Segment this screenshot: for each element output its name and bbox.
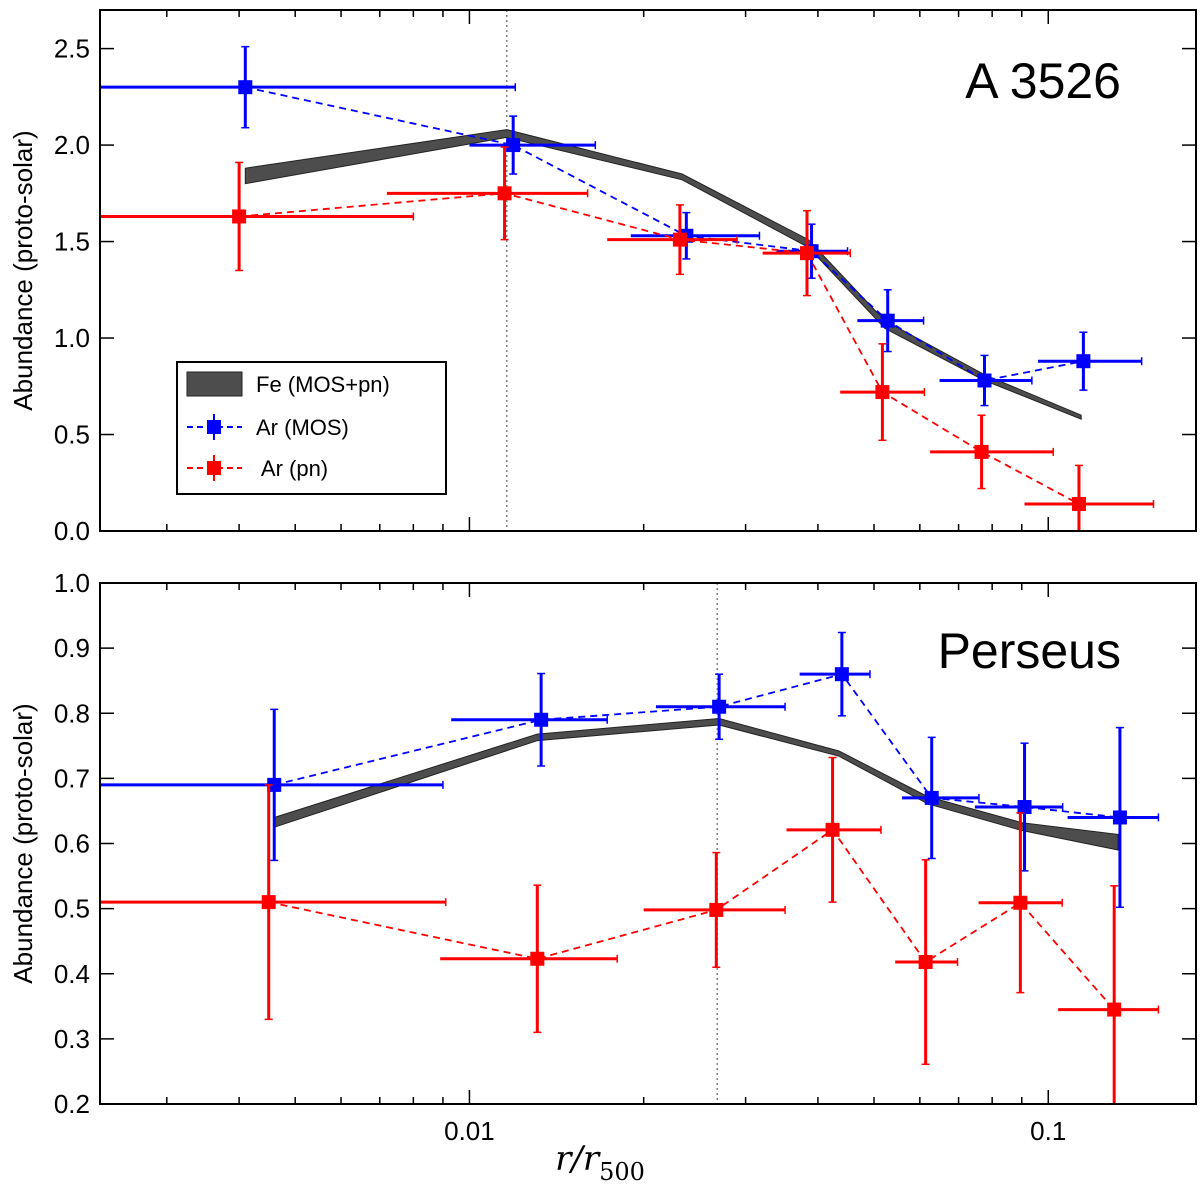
series-line-ar-pn	[268, 828, 1115, 1011]
y-tick-label: 2.0	[54, 130, 90, 160]
y-tick-label: 0.3	[54, 1024, 90, 1054]
data-point-ar-pn	[709, 902, 724, 917]
data-point-ar-pn	[875, 385, 890, 400]
data-point-ar-pn	[261, 895, 276, 910]
y-tick-label: 1.0	[54, 568, 90, 598]
legend-ar-mos-marker	[207, 420, 221, 434]
panel-title: Perseus	[938, 623, 1121, 679]
series-line-ar-mos	[273, 673, 1120, 819]
x-tick-label: 0.1	[1030, 1116, 1066, 1146]
data-point-ar-pn	[497, 186, 512, 201]
data-point-ar-pn	[1107, 1002, 1122, 1017]
data-point-ar-mos	[238, 80, 253, 95]
data-point-ar-pn	[974, 444, 989, 459]
data-point-ar-pn	[799, 246, 814, 261]
data-point-ar-mos	[712, 699, 727, 714]
legend-label-ar-mos: Ar (MOS)	[256, 415, 349, 440]
data-point-ar-pn	[1071, 496, 1086, 511]
data-point-ar-mos	[1076, 354, 1091, 369]
y-tick-label: 0.0	[54, 516, 90, 546]
legend-label-fe: Fe (MOS+pn)	[256, 372, 390, 397]
y-tick-label: 0.4	[54, 959, 90, 989]
legend: Fe (MOS+pn) Ar (MOS) Ar (pn)	[176, 361, 447, 495]
x-tick-label: 0.01	[444, 1116, 495, 1146]
data-point-ar-pn	[672, 232, 687, 247]
legend-ar-pn-marker	[207, 461, 221, 475]
data-point-ar-mos	[834, 667, 849, 682]
y-tick-label: 0.9	[54, 633, 90, 663]
data-point-ar-mos	[880, 313, 895, 328]
series-line-ar-mos	[245, 86, 1084, 382]
data-point-ar-mos	[924, 790, 939, 805]
data-point-ar-mos	[267, 777, 282, 792]
data-point-ar-mos	[1017, 800, 1032, 815]
data-point-ar-pn	[1013, 895, 1028, 910]
series-ar-pn	[100, 756, 1160, 1104]
legend-fe-swatch	[186, 371, 243, 397]
data-point-ar-mos	[506, 138, 521, 153]
fe-band	[273, 717, 1119, 851]
panel-title: A 3526	[965, 53, 1121, 109]
y-tick-label: 1.0	[54, 323, 90, 353]
y-tick-label: 0.7	[54, 763, 90, 793]
fe-band	[244, 129, 1082, 420]
data-point-ar-mos	[1112, 810, 1127, 825]
y-axis-label: Abundance (proto-solar)	[8, 703, 38, 983]
data-point-ar-pn	[530, 951, 545, 966]
y-tick-label: 2.5	[54, 34, 90, 64]
y-tick-label: 1.5	[54, 227, 90, 257]
legend-label-ar-pn: Ar (pn)	[256, 456, 328, 481]
y-tick-label: 0.5	[54, 894, 90, 924]
data-point-ar-mos	[534, 712, 549, 727]
data-point-ar-mos	[977, 373, 992, 388]
panel-perseus: 0.01 0.1 0.2 0.3 0.4 0.5 0.6 0.7 0.8 0.9 1.0 Abunda…	[8, 568, 1197, 1146]
y-axis-label: Abundance (proto-solar)	[8, 130, 38, 410]
y-tick-label: 0.6	[54, 829, 90, 859]
panel-a3526: 0.0 0.5 1.0 1.5 2.0 2.5 Abundance (proto-solar…	[8, 9, 1197, 546]
series-ar-mos	[100, 631, 1160, 909]
data-point-ar-pn	[232, 209, 247, 224]
y-tick-label: 0.2	[54, 1089, 90, 1119]
x-axis-label: r/r500	[555, 1139, 645, 1186]
y-tick-label: 0.8	[54, 698, 90, 728]
plot-frame	[99, 9, 1197, 532]
y-tick-label: 0.5	[54, 420, 90, 450]
data-point-ar-pn	[918, 955, 933, 970]
plot-frame	[99, 582, 1197, 1105]
data-point-ar-pn	[825, 822, 840, 837]
series-ar-pn	[100, 146, 1155, 531]
